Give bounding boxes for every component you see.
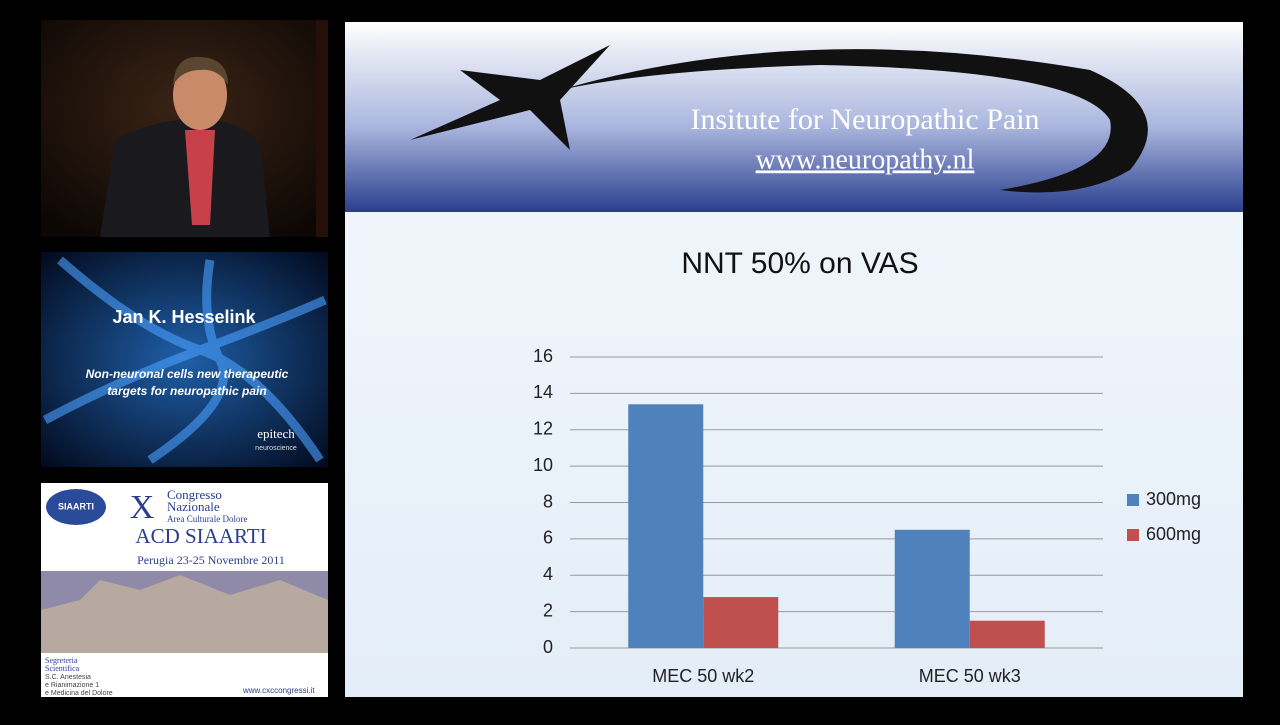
y-tick-label: 2 (543, 600, 553, 620)
y-tick-label: 4 (543, 564, 553, 584)
congress-dates: Perugia 23-25 Novembre 2011 (137, 553, 285, 567)
bar (894, 529, 970, 648)
numeral: X (130, 489, 155, 526)
speaker-shirt (185, 130, 215, 225)
x-tick-label: MEC 50 wk2 (652, 666, 754, 686)
header-title: Insitute for Neuropathic Pain (690, 103, 1039, 136)
secretariat: e Rianimazione 1 (45, 682, 99, 689)
secretariat: Scientifica (45, 664, 80, 673)
header-swoosh (560, 49, 1148, 193)
y-tick-label: 0 (543, 637, 553, 657)
secretariat: Segreteria (45, 656, 78, 665)
y-tick-label: 6 (543, 528, 553, 548)
y-tick-label: 8 (543, 491, 553, 511)
speaker-body (100, 118, 270, 237)
bar (703, 597, 779, 648)
bar (969, 620, 1045, 648)
legend-swatch (1127, 494, 1139, 506)
city-image (41, 575, 328, 653)
logo: epitech (257, 426, 295, 441)
legend-swatch (1127, 529, 1139, 541)
badge-text: SIAARTI (58, 501, 94, 511)
website: www.cxccongressi.it (242, 686, 315, 695)
x-tick-label: MEC 50 wk3 (919, 666, 1021, 686)
header-logo (410, 45, 610, 150)
speaker-head (173, 60, 227, 130)
congress-line: Nazionale (167, 499, 220, 514)
y-tick-label: 14 (533, 382, 553, 402)
chart-title: NNT 50% on VAS (681, 247, 918, 280)
bar (628, 404, 704, 648)
secretariat: S.C. Anestesia (45, 674, 91, 681)
header-url: www.neuropathy.nl (756, 144, 975, 175)
talk-title: Non-neuronal cells new therapeutic (86, 367, 289, 381)
y-tick-label: 12 (533, 419, 553, 439)
speaker-name: Jan K. Hesselink (112, 307, 256, 327)
congress-line: Congresso (167, 487, 222, 502)
secretariat: e Medicina del Dolore (45, 690, 113, 697)
congress-line: Area Culturale Dolore (167, 514, 247, 524)
congress-name: ACD SIAARTI (135, 524, 266, 548)
neuron-art (42, 256, 327, 464)
speaker-hair (173, 56, 228, 85)
legend-label: 600mg (1146, 524, 1201, 544)
talk-title: targets for neuropathic pain (107, 384, 266, 398)
legend-label: 300mg (1146, 489, 1201, 509)
curtain (316, 20, 328, 237)
logo-sub: neuroscience (255, 445, 297, 452)
y-tick-label: 16 (533, 346, 553, 366)
y-tick-label: 10 (533, 455, 553, 475)
badge (46, 489, 106, 525)
